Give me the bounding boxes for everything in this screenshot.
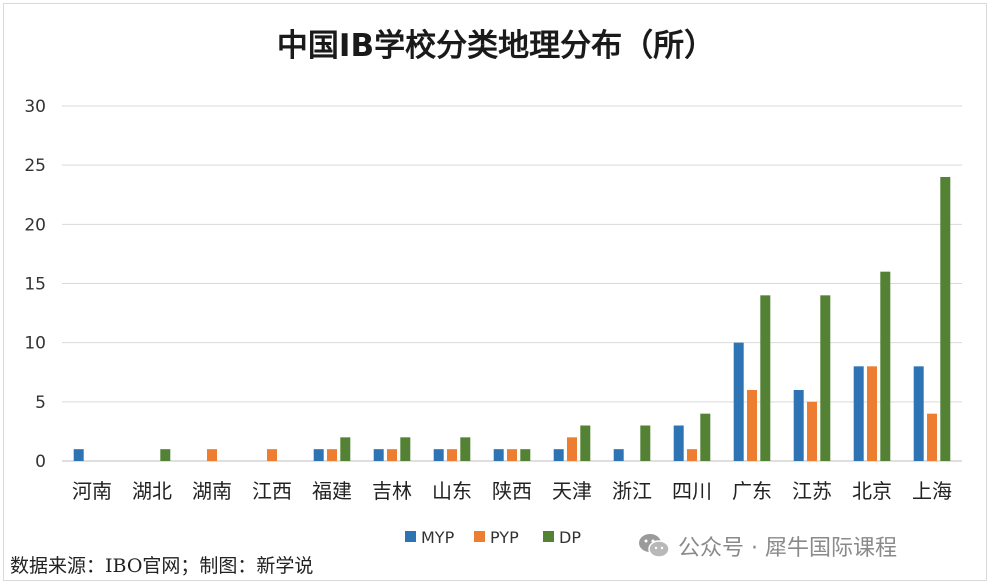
wechat-icon bbox=[639, 534, 670, 558]
y-tick-label: 15 bbox=[24, 275, 46, 295]
bar-dp bbox=[760, 295, 771, 461]
bar-myp bbox=[673, 425, 684, 461]
x-tick-label: 北京 bbox=[852, 479, 892, 503]
bar-myp bbox=[433, 449, 444, 461]
bar-dp bbox=[340, 437, 351, 461]
bar-pyp bbox=[267, 449, 277, 461]
bar-dp bbox=[880, 271, 891, 461]
bar-dp bbox=[640, 425, 651, 461]
chart-frame bbox=[3, 3, 987, 581]
bar-myp bbox=[73, 449, 84, 461]
bar-dp bbox=[160, 449, 171, 461]
x-tick-label: 吉林 bbox=[372, 479, 412, 503]
y-tick-label: 5 bbox=[35, 393, 46, 413]
y-tick-label: 20 bbox=[24, 215, 46, 235]
bar-pyp bbox=[927, 413, 937, 461]
x-tick-label: 上海 bbox=[912, 479, 952, 503]
legend-swatch bbox=[543, 531, 554, 542]
y-tick-label: 10 bbox=[24, 334, 46, 354]
bar-dp bbox=[700, 413, 711, 461]
bar-pyp bbox=[507, 449, 517, 461]
x-tick-label: 湖北 bbox=[132, 479, 172, 503]
bar-myp bbox=[733, 342, 744, 461]
x-tick-label: 四川 bbox=[672, 479, 712, 503]
y-tick-label: 25 bbox=[24, 156, 46, 176]
bar-myp bbox=[913, 366, 924, 461]
bar-dp bbox=[580, 425, 591, 461]
x-tick-label: 湖南 bbox=[192, 479, 232, 503]
legend-swatch bbox=[474, 531, 485, 542]
bar-myp bbox=[493, 449, 504, 461]
x-tick-label: 江西 bbox=[252, 479, 292, 503]
bar-pyp bbox=[387, 449, 397, 461]
bar-dp bbox=[520, 449, 531, 461]
bar-pyp bbox=[447, 449, 457, 461]
x-tick-label: 山东 bbox=[432, 479, 472, 503]
bar-pyp bbox=[327, 449, 337, 461]
bar-pyp bbox=[567, 437, 577, 461]
bar-myp bbox=[553, 449, 564, 461]
bar-dp bbox=[400, 437, 411, 461]
bar-dp bbox=[820, 295, 831, 461]
x-tick-label: 河南 bbox=[72, 479, 112, 503]
legend-label: DP bbox=[559, 528, 581, 547]
x-tick-label: 天津 bbox=[552, 479, 592, 503]
legend-label: MYP bbox=[421, 528, 455, 547]
watermark-text: 公众号 · 犀牛国际课程 bbox=[678, 536, 897, 561]
bar-pyp bbox=[807, 401, 817, 461]
bar-myp bbox=[373, 449, 384, 461]
bar-pyp bbox=[747, 390, 757, 461]
legend-swatch bbox=[405, 531, 416, 542]
x-tick-label: 福建 bbox=[312, 479, 352, 503]
bar-myp bbox=[793, 390, 804, 461]
watermark: 公众号 · 犀牛国际课程 bbox=[638, 530, 897, 562]
bar-dp bbox=[940, 177, 951, 461]
legend-label: PYP bbox=[490, 528, 519, 547]
y-tick-label: 0 bbox=[35, 452, 46, 472]
x-tick-label: 江苏 bbox=[792, 479, 832, 503]
x-tick-label: 浙江 bbox=[612, 479, 652, 503]
bar-myp bbox=[853, 366, 864, 461]
bar-pyp bbox=[867, 366, 877, 461]
chart-title: 中国IB学校分类地理分布（所） bbox=[277, 28, 715, 64]
bar-pyp bbox=[207, 449, 217, 461]
bar-pyp bbox=[687, 449, 697, 461]
bar-myp bbox=[313, 449, 324, 461]
bar-myp bbox=[613, 449, 624, 461]
x-tick-label: 广东 bbox=[732, 479, 772, 503]
source-note: 数据来源：IBO官网；制图：新学说 bbox=[10, 555, 314, 577]
y-tick-label: 30 bbox=[24, 97, 46, 117]
bar-dp bbox=[460, 437, 471, 461]
x-tick-label: 陕西 bbox=[492, 479, 532, 503]
